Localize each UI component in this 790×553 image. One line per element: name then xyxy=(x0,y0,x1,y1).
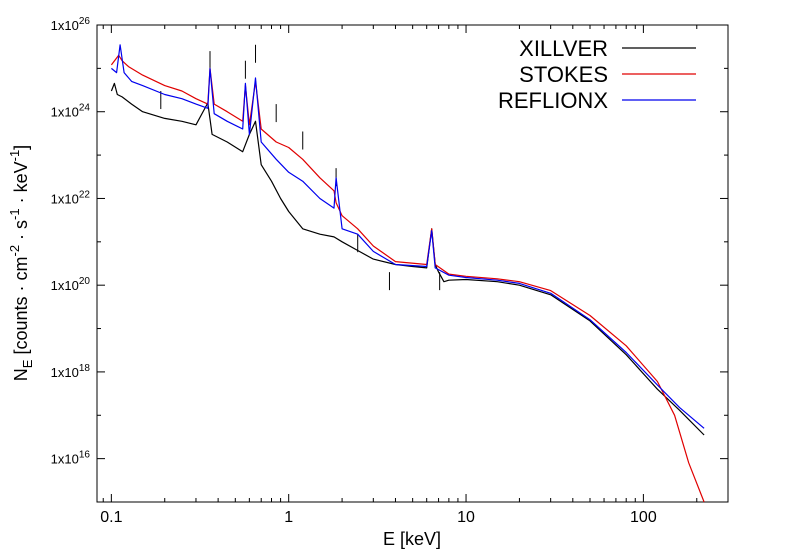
y-label-rest-c: · keV xyxy=(11,161,31,208)
x-tick-labels: 0.1 1 10 100 xyxy=(100,509,657,526)
y-label-rest-b: · s xyxy=(11,220,31,245)
x-tick-label: 10 xyxy=(457,509,475,526)
y-label-exp-b: -1 xyxy=(7,208,22,220)
y-label-main: N xyxy=(11,368,31,381)
y-tick-label: 1x1016 xyxy=(51,450,91,467)
y-tick-label: 1x1018 xyxy=(51,363,91,380)
y-label-rest-a: [counts · cm xyxy=(11,257,31,360)
y-tick-label: 1x1026 xyxy=(51,16,91,33)
y-tick-labels: 1x1026 1x1024 1x1022 1x1020 1x1018 1x1016 xyxy=(51,16,91,467)
y-axis-label: NE [counts · cm-2 · s-1 · keV-1] xyxy=(7,145,35,381)
y-label-exp-a: -2 xyxy=(7,245,22,257)
legend-label-xillver: XILLVER xyxy=(519,36,608,61)
y-label-rest-d: ] xyxy=(11,145,31,150)
x-tick-label: 1 xyxy=(284,509,293,526)
y-tick-label: 1x1020 xyxy=(51,276,91,293)
x-tick-label: 0.1 xyxy=(100,509,122,526)
y-tick-label: 1x1022 xyxy=(51,189,91,206)
legend-label-stokes: STOKES xyxy=(519,62,608,87)
series-line-reflionx xyxy=(111,44,705,429)
plot-lines xyxy=(110,44,705,503)
series-line-stokes xyxy=(110,54,705,503)
y-tick-label: 1x1024 xyxy=(51,103,91,120)
axis-ticks xyxy=(97,24,729,503)
y-label-sub: E xyxy=(20,359,35,368)
series-line-xillver xyxy=(110,82,705,436)
x-tick-label: 100 xyxy=(630,509,657,526)
y-label-exp-c: -1 xyxy=(7,150,22,162)
legend: XILLVER STOKES REFLIONX xyxy=(498,36,696,113)
x-axis-label: E [keV] xyxy=(383,529,441,549)
legend-label-reflionx: REFLIONX xyxy=(498,88,608,113)
